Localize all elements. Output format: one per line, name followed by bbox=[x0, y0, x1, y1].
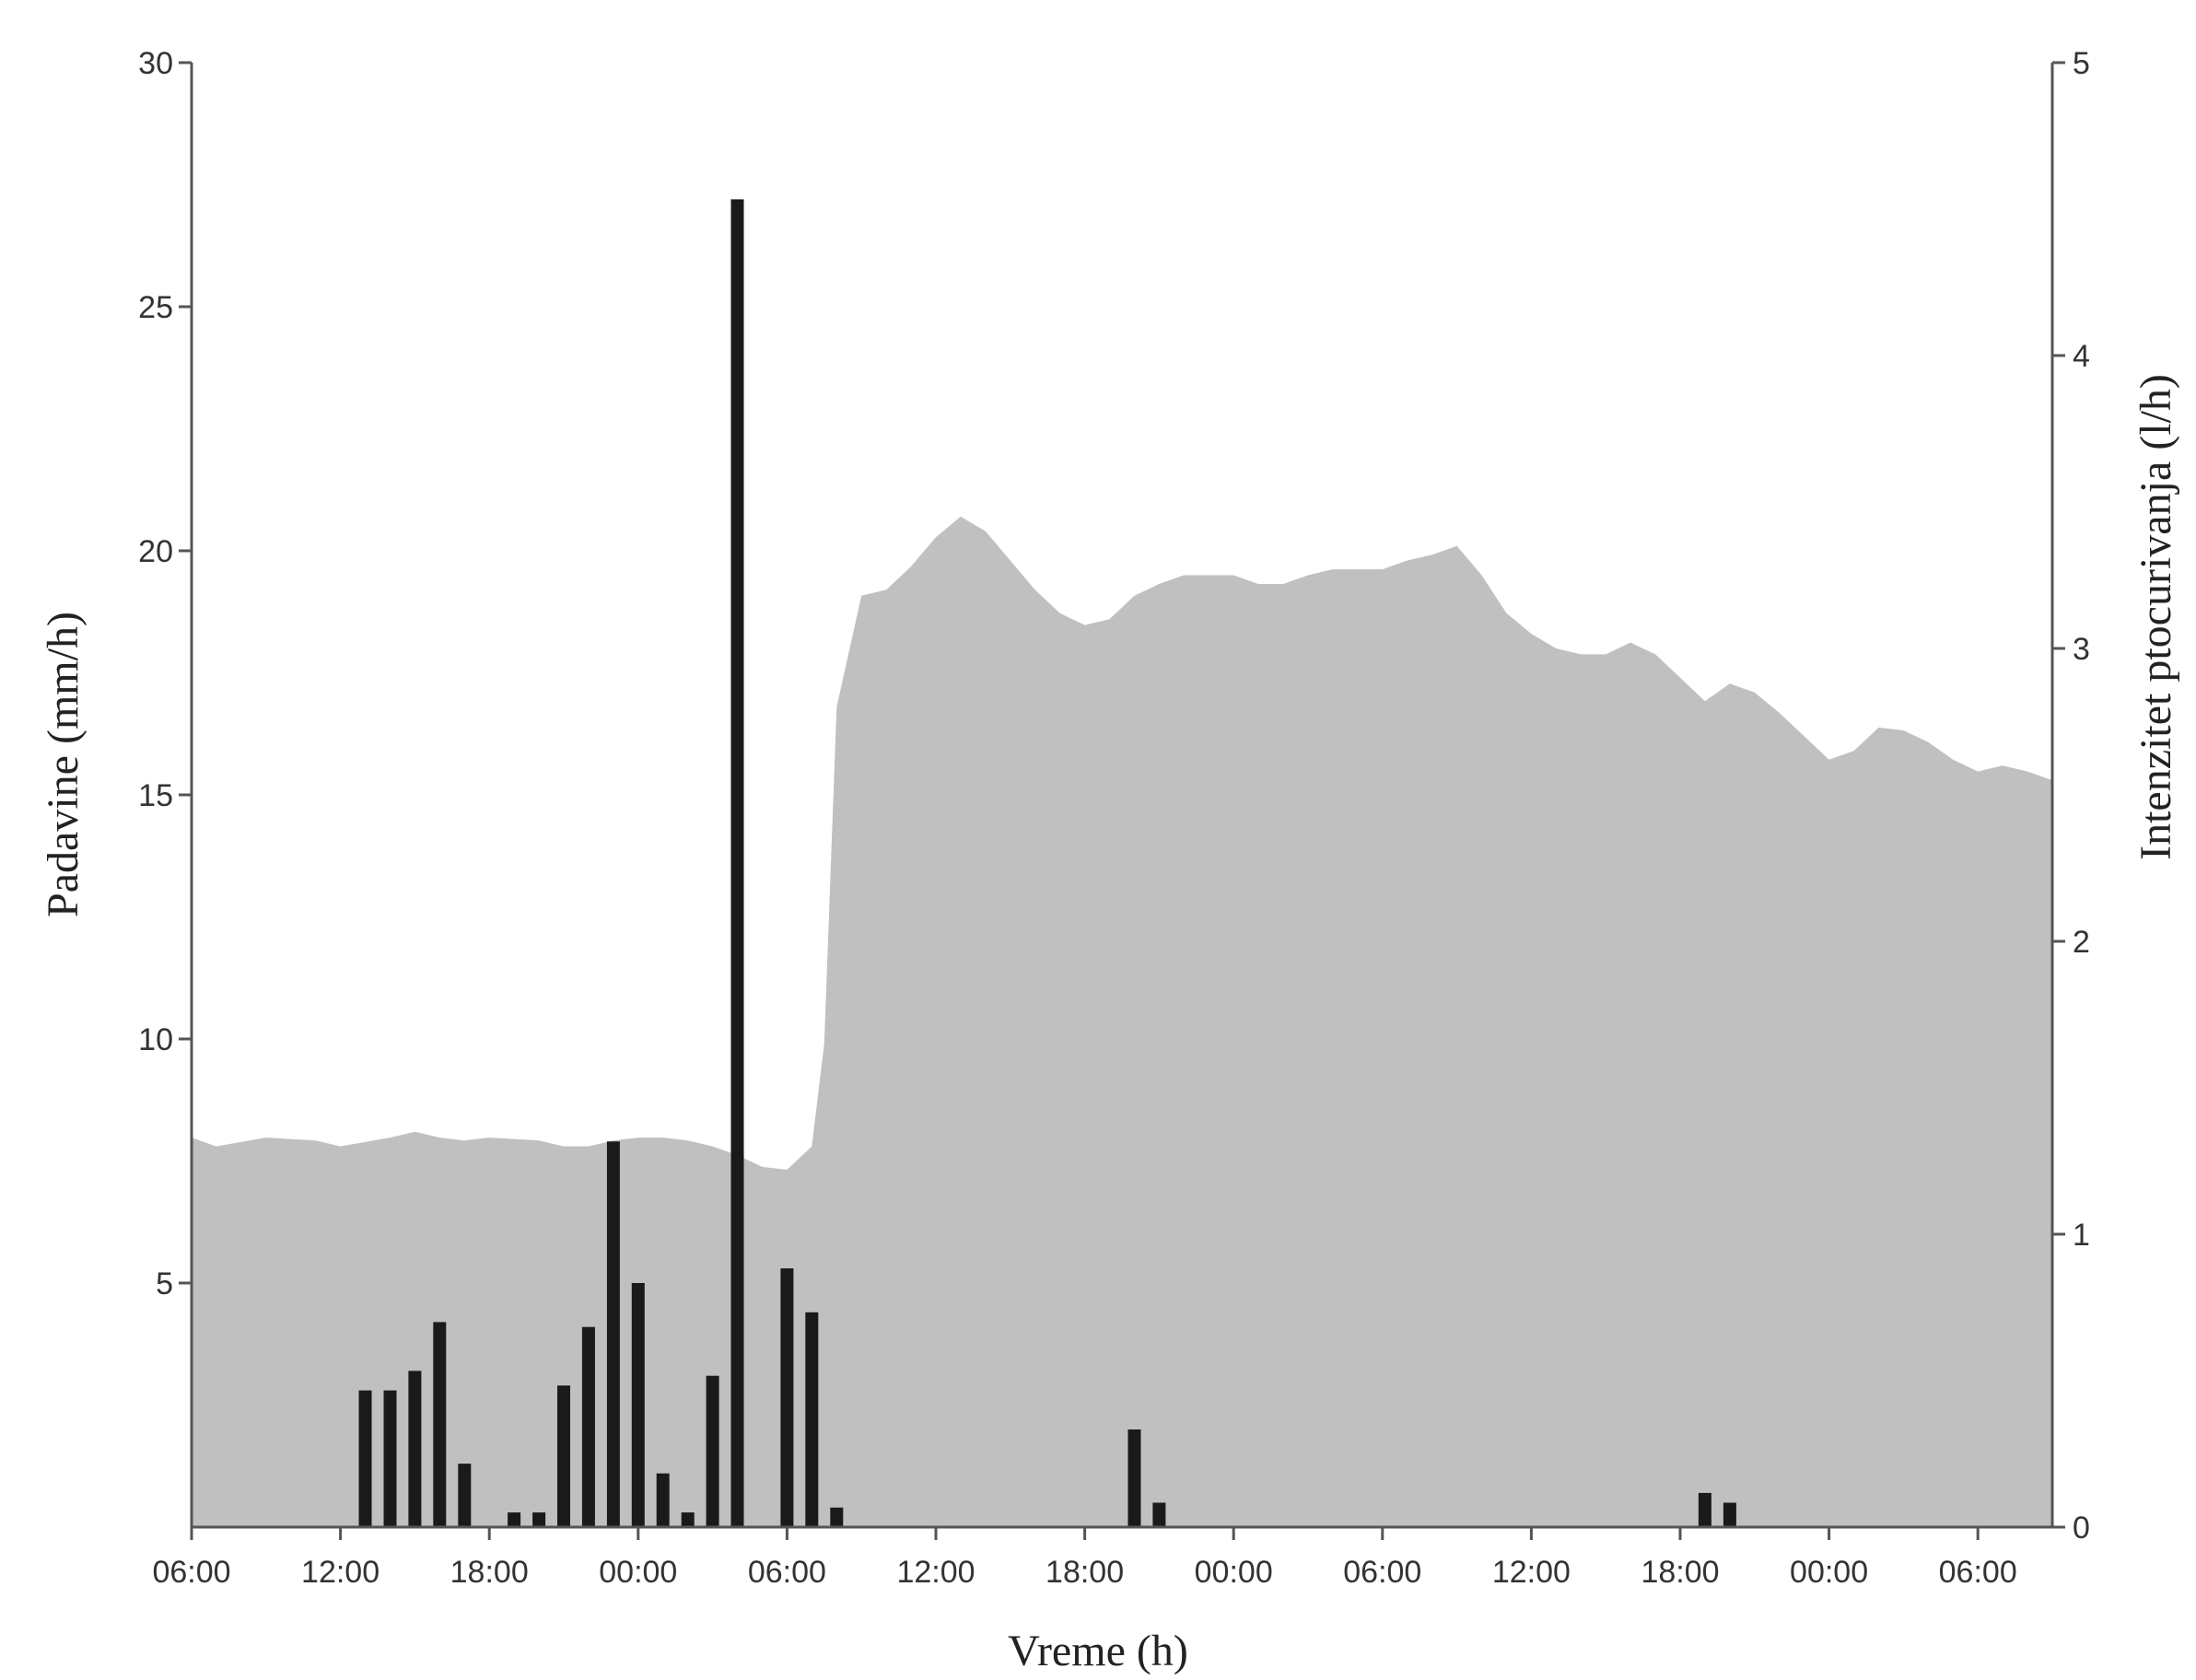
y2-tick-label: 2 bbox=[2073, 925, 2090, 960]
y-tick-label: 20 bbox=[138, 534, 173, 569]
precipitation-bar bbox=[508, 1512, 521, 1527]
precipitation-bar bbox=[581, 1326, 595, 1527]
x-tick-label: 00:00 bbox=[599, 1555, 677, 1590]
precipitation-bar bbox=[706, 1375, 719, 1527]
precipitation-bar bbox=[408, 1371, 422, 1527]
y2-tick-label: 0 bbox=[2073, 1511, 2090, 1546]
precipitation-bar bbox=[830, 1507, 844, 1527]
precipitation-bar bbox=[805, 1312, 819, 1527]
y2-tick-label: 4 bbox=[2073, 339, 2090, 374]
x-tick-label: 06:00 bbox=[152, 1555, 230, 1590]
precipitation-bar bbox=[1152, 1502, 1166, 1527]
y2-tick-label: 5 bbox=[2073, 46, 2090, 81]
precipitation-bar bbox=[383, 1390, 397, 1527]
x-tick-label: 06:00 bbox=[748, 1555, 826, 1590]
y2-axis-title: Intenzitet ptocurivanja (l/h) bbox=[2132, 374, 2180, 860]
x-tick-label: 06:00 bbox=[1343, 1555, 1421, 1590]
x-tick-label: 18:00 bbox=[1641, 1555, 1719, 1590]
precipitation-bar bbox=[458, 1464, 472, 1527]
x-tick-label: 12:00 bbox=[301, 1555, 380, 1590]
x-tick-label: 18:00 bbox=[450, 1555, 529, 1590]
y-tick-label: 25 bbox=[138, 290, 173, 325]
y-tick-label: 15 bbox=[138, 778, 173, 813]
precipitation-bar bbox=[606, 1141, 620, 1527]
x-tick-label: 00:00 bbox=[1790, 1555, 1868, 1590]
precipitation-bar bbox=[1127, 1429, 1141, 1527]
precipitation-bar bbox=[358, 1390, 372, 1527]
y-tick-label: 5 bbox=[156, 1266, 173, 1301]
x-tick-label: 00:00 bbox=[1195, 1555, 1273, 1590]
precipitation-bar bbox=[557, 1385, 570, 1527]
precipitation-bar bbox=[730, 199, 744, 1527]
x-axis-title: Vreme (h) bbox=[1008, 1627, 1188, 1675]
precipitation-bar bbox=[631, 1283, 645, 1527]
y-tick-label: 10 bbox=[138, 1022, 173, 1057]
y2-tick-label: 3 bbox=[2073, 632, 2090, 667]
precipitation-bar bbox=[780, 1268, 794, 1527]
precipitation-bar bbox=[433, 1322, 447, 1527]
precipitation-bar bbox=[656, 1473, 670, 1527]
axes-layer: 5 10 15 20 25 30 0 1 2 3 4 5 06:00 12:00 18:00 00:00 06:… bbox=[138, 46, 2090, 1590]
x-tick-label: 12:00 bbox=[896, 1555, 975, 1590]
precipitation-bar bbox=[681, 1512, 695, 1527]
precipitation-bar bbox=[1723, 1502, 1736, 1527]
y-axis-title: Padavine (mm/h) bbox=[39, 612, 88, 917]
precipitation-bars-layer bbox=[358, 199, 1736, 1527]
seepage-intensity-area bbox=[192, 516, 2052, 1527]
precipitation-bar bbox=[532, 1512, 546, 1527]
seepage-area-layer bbox=[192, 516, 2052, 1527]
x-tick-label: 06:00 bbox=[1939, 1555, 2017, 1590]
y2-tick-label: 1 bbox=[2073, 1218, 2090, 1253]
y-tick-label: 30 bbox=[138, 46, 173, 81]
x-tick-label: 12:00 bbox=[1492, 1555, 1571, 1590]
precipitation-bar bbox=[1698, 1492, 1711, 1527]
x-tick-label: 18:00 bbox=[1045, 1555, 1124, 1590]
